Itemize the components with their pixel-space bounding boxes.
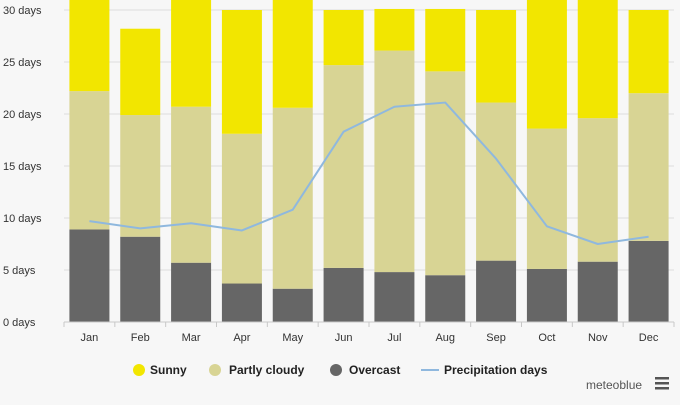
precipitation-line-group	[89, 101, 649, 245]
y-tick-label: 30 days	[3, 5, 42, 17]
y-tick-label: 0 days	[3, 317, 36, 329]
x-tick-label: Aug	[435, 332, 455, 344]
y-tick-label: 20 days	[3, 109, 42, 121]
bar-sunny-jul[interactable]	[374, 8, 415, 51]
bar-partly-cloudy-feb[interactable]	[120, 115, 161, 237]
bar-partly-cloudy-dec[interactable]	[628, 93, 669, 241]
legend: Sunny Partly cloudy Overcast Precipitati…	[133, 363, 548, 377]
y-tick-label: 10 days	[3, 213, 42, 225]
x-tick-label: Sep	[486, 332, 506, 344]
bar-partly-cloudy-sep[interactable]	[476, 102, 517, 261]
bar-overcast-jun[interactable]	[323, 267, 364, 322]
y-tick-label: 25 days	[3, 57, 42, 69]
x-tick-label: Jun	[335, 332, 353, 344]
bar-sunny-apr[interactable]	[221, 10, 262, 134]
y-tick-label: 15 days	[3, 161, 42, 173]
bar-sunny-jun[interactable]	[323, 10, 364, 66]
bar-partly-cloudy-jun[interactable]	[323, 65, 364, 268]
bar-sunny-jan[interactable]	[69, 0, 110, 92]
legend-item-overcast[interactable]: Overcast	[330, 363, 400, 377]
y-axis: 0 days 5 days 10 days 15 days 20 days 25 days…	[3, 5, 42, 329]
precipitation-days-line[interactable]	[89, 101, 649, 245]
bar-overcast-mar[interactable]	[171, 262, 212, 322]
x-tick-label: Dec	[639, 332, 659, 344]
x-tick-label: Nov	[588, 332, 608, 344]
legend-swatch-partly-cloudy	[209, 364, 221, 376]
bar-overcast-jan[interactable]	[69, 229, 110, 322]
bar-sunny-aug[interactable]	[425, 8, 466, 72]
bar-sunny-nov[interactable]	[577, 0, 618, 119]
bar-partly-cloudy-mar[interactable]	[171, 106, 212, 263]
bar-overcast-jul[interactable]	[374, 272, 415, 322]
bar-overcast-dec[interactable]	[628, 240, 669, 322]
bar-partly-cloudy-jan[interactable]	[69, 91, 110, 230]
x-axis: Jan Feb Mar Apr May Jun Jul Aug Sep Oct Nov Dec	[63, 321, 675, 344]
bar-partly-cloudy-aug[interactable]	[425, 71, 466, 276]
bar-overcast-sep[interactable]	[476, 260, 517, 322]
x-tick-label: Feb	[131, 332, 150, 344]
x-tick-label: Jan	[81, 332, 99, 344]
x-tick-label: Mar	[182, 332, 201, 344]
x-tick-label: May	[282, 332, 303, 344]
bar-sunny-feb[interactable]	[120, 28, 161, 116]
bar-sunny-sep[interactable]	[476, 10, 517, 103]
bar-partly-cloudy-nov[interactable]	[577, 118, 618, 262]
legend-item-sunny[interactable]: Sunny	[133, 363, 187, 377]
bar-overcast-oct[interactable]	[526, 268, 567, 322]
hamburger-menu-icon[interactable]	[650, 374, 672, 394]
bar-overcast-aug[interactable]	[425, 275, 466, 322]
bar-sunny-oct[interactable]	[526, 0, 567, 129]
legend-label-sunny: Sunny	[150, 363, 187, 377]
legend-swatch-overcast	[330, 364, 342, 376]
legend-item-partly-cloudy[interactable]: Partly cloudy	[209, 363, 305, 377]
x-tick-label: Jul	[387, 332, 401, 344]
bar-overcast-may[interactable]	[272, 288, 313, 322]
legend-label-overcast: Overcast	[349, 363, 400, 377]
bar-partly-cloudy-jul[interactable]	[374, 50, 415, 273]
meteoblue-credit[interactable]: meteoblue	[586, 378, 642, 392]
bars-group	[69, 0, 669, 322]
legend-swatch-sunny	[133, 364, 145, 376]
bar-partly-cloudy-apr[interactable]	[221, 133, 262, 284]
bar-overcast-feb[interactable]	[120, 236, 161, 322]
x-tick-label: Apr	[233, 332, 250, 344]
bar-overcast-apr[interactable]	[221, 283, 262, 322]
bar-sunny-may[interactable]	[272, 0, 313, 108]
legend-item-precipitation-days[interactable]: Precipitation days	[421, 363, 548, 377]
bar-partly-cloudy-oct[interactable]	[526, 128, 567, 269]
bar-sunny-dec[interactable]	[628, 10, 669, 94]
legend-label-partly-cloudy: Partly cloudy	[229, 363, 305, 377]
x-tick-label: Oct	[538, 332, 555, 344]
y-tick-label: 5 days	[3, 265, 36, 277]
bar-partly-cloudy-may[interactable]	[272, 107, 313, 289]
gridlines	[64, 9, 674, 323]
bar-sunny-mar[interactable]	[171, 0, 212, 107]
legend-label-precipitation-days: Precipitation days	[444, 363, 548, 377]
bar-overcast-nov[interactable]	[577, 261, 618, 322]
